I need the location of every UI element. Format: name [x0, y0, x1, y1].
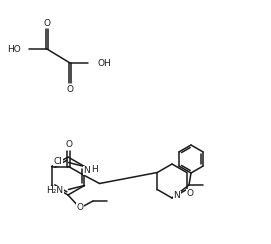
Text: Cl: Cl [54, 157, 62, 166]
Text: O: O [186, 189, 193, 198]
Text: N: N [83, 166, 90, 175]
Text: O: O [65, 140, 72, 149]
Text: OH: OH [97, 59, 111, 68]
Text: N: N [174, 192, 180, 201]
Text: HO: HO [7, 44, 21, 53]
Text: H₂N: H₂N [46, 186, 63, 195]
Text: H: H [92, 165, 98, 174]
Text: O: O [44, 19, 50, 28]
Text: O: O [66, 84, 73, 93]
Text: O: O [76, 203, 83, 213]
